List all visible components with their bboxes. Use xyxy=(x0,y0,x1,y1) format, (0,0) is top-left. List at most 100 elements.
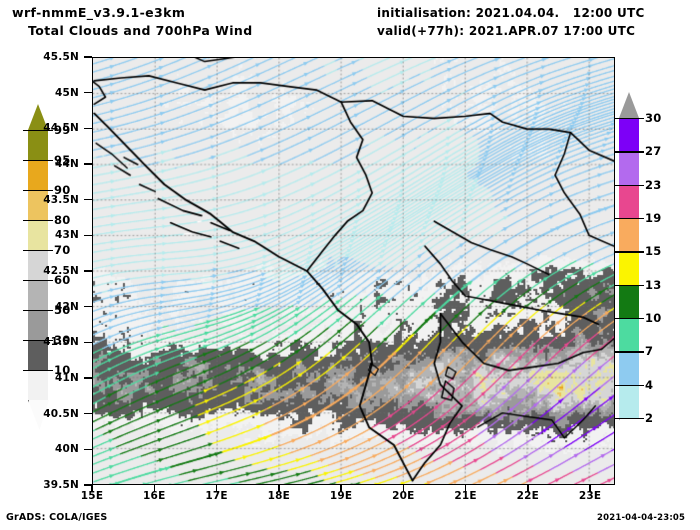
colorbar-extend-bottom xyxy=(619,418,640,448)
x-axis-tick-mark xyxy=(464,485,467,492)
colorbar-tick-mark xyxy=(23,310,53,312)
colorbar-swatch xyxy=(28,340,48,371)
grads-credit: GrADS: COLA/IGES xyxy=(6,512,108,523)
colorbar-tick-label: 90 xyxy=(54,183,71,197)
x-axis-tick-mark xyxy=(215,485,218,492)
y-axis-tick-mark xyxy=(84,341,92,344)
x-axis-tick-mark xyxy=(153,485,155,492)
colorbar-tick-mark xyxy=(23,130,53,132)
y-axis-tick-mark xyxy=(84,127,92,130)
colorbar-extend-top xyxy=(619,92,639,118)
initialisation-time: initialisation: 2021.04.04. 12:00 UTC xyxy=(377,6,645,20)
colorbar-swatch xyxy=(619,151,639,186)
field-title: Total Clouds and 700hPa Wind xyxy=(28,23,253,38)
colorbar-swatch xyxy=(28,250,48,281)
y-axis-tick-label: 40N xyxy=(55,443,79,456)
colorbar-tick-label: 27 xyxy=(645,144,662,159)
y-axis-tick-mark xyxy=(84,163,92,165)
y-axis-tick-mark xyxy=(84,234,92,237)
x-axis-tick-mark xyxy=(91,485,93,492)
colorbar-swatch xyxy=(28,280,48,311)
y-axis-tick-mark xyxy=(84,56,92,58)
colorbar-tick-label: 60 xyxy=(54,273,71,287)
colorbar-tick-label: 13 xyxy=(645,277,662,292)
y-axis-tick-mark xyxy=(84,198,92,201)
colorbar-tick-mark xyxy=(614,218,644,220)
colorbar-tick-label: 4 xyxy=(645,377,654,392)
colorbar-tick-label: 10 xyxy=(645,311,662,325)
colorbar-tick-label: 10 xyxy=(54,363,71,377)
colorbar-tick-mark xyxy=(23,220,53,222)
x-axis-tick-label: 23E xyxy=(578,490,602,502)
y-axis-tick-label: 43.5N xyxy=(43,193,79,206)
colorbar-tick-label: 19 xyxy=(645,211,662,225)
colorbar-swatch xyxy=(619,384,639,419)
map-canvas xyxy=(93,58,614,484)
x-axis-tick-mark xyxy=(527,485,529,492)
y-axis-tick-label: 42.5N xyxy=(43,265,79,277)
x-axis-tick-mark xyxy=(278,485,280,492)
colorbar-tick-label: 7 xyxy=(645,344,654,359)
y-axis-tick-label: 44.5N xyxy=(43,122,79,135)
colorbar-swatch xyxy=(28,160,48,191)
y-axis-tick-mark xyxy=(84,91,92,94)
x-axis-tick-label: 19E xyxy=(329,490,353,502)
colorbar-swatch xyxy=(619,351,639,386)
colorbar-tick-mark xyxy=(23,280,53,282)
y-axis-tick-mark xyxy=(84,412,92,415)
colorbar-swatch xyxy=(28,130,48,161)
x-axis-tick-mark xyxy=(589,485,591,492)
colorbar-wind-speed: 30 27 23 19 15 13 10 7 4 2 xyxy=(614,92,661,448)
x-axis-tick-mark xyxy=(402,485,405,492)
valid-time: valid(+77h): 2021.APR.07 17:00 UTC xyxy=(377,24,636,38)
colorbar-tick-label: 80 xyxy=(54,213,71,227)
y-axis-tick-mark xyxy=(84,484,92,486)
x-axis-tick-label: 16E xyxy=(143,490,166,502)
colorbar-tick-label: 2 xyxy=(645,411,654,425)
colorbar-swatch xyxy=(619,284,639,319)
colorbar-swatch xyxy=(28,310,48,341)
y-axis-tick-label: 41.5N xyxy=(43,336,79,349)
y-axis-tick-mark xyxy=(84,305,92,308)
y-axis-tick-label: 42N xyxy=(55,300,79,313)
colorbar-swatch xyxy=(619,251,639,286)
x-axis-tick-mark xyxy=(340,485,342,492)
colorbar-tick-mark xyxy=(614,384,644,386)
colorbar-tick-label: 23 xyxy=(645,177,662,192)
colorbar-tick-mark xyxy=(23,370,53,372)
colorbar-swatch xyxy=(28,370,48,401)
colorbar-swatch xyxy=(28,190,48,221)
y-axis-tick-label: 41N xyxy=(55,372,79,384)
colorbar-tick-label: 30 xyxy=(54,333,71,347)
y-axis-tick-label: 40.5N xyxy=(43,407,79,420)
colorbar-tick-mark xyxy=(614,118,644,120)
colorbar-swatch xyxy=(28,220,48,251)
colorbar-tick-label: 30 xyxy=(645,111,662,125)
x-axis-tick-label: 18E xyxy=(267,490,290,502)
colorbar-tick-mark xyxy=(614,251,644,253)
y-axis-tick-mark xyxy=(84,270,92,272)
y-axis-tick-label: 45N xyxy=(55,86,79,99)
x-axis-tick-label: 17E xyxy=(205,490,228,502)
colorbar-swatch xyxy=(619,318,639,352)
colorbar-swatch xyxy=(619,218,639,252)
y-axis-tick-label: 39.5N xyxy=(43,479,79,491)
colorbar-tick-mark xyxy=(614,418,644,420)
colorbar-tick-mark xyxy=(23,160,53,162)
colorbar-tick-label: 95 xyxy=(54,153,71,167)
y-axis-tick-label: 45.5N xyxy=(43,51,79,63)
x-axis-tick-label: 15E xyxy=(80,490,104,502)
colorbar-total-cloud-cover: 99 95 90 80 70 60 50 30 10 xyxy=(23,104,70,430)
colorbar-tick-label: 99 xyxy=(54,123,71,137)
colorbar-tick-label: 50 xyxy=(54,303,71,317)
y-axis-tick-mark xyxy=(84,448,92,451)
colorbar-tick-mark xyxy=(23,250,53,252)
colorbar-tick-label: 70 xyxy=(54,243,71,257)
colorbar-tick-mark xyxy=(614,184,644,186)
model-title: wrf-nmmE_v3.9.1-e3km xyxy=(12,5,186,20)
colorbar-tick-mark xyxy=(614,351,644,353)
colorbar-tick-mark xyxy=(614,151,644,153)
y-axis-tick-label: 44N xyxy=(55,158,79,170)
colorbar-tick-mark xyxy=(614,284,644,286)
x-axis-tick-label: 21E xyxy=(454,490,477,502)
